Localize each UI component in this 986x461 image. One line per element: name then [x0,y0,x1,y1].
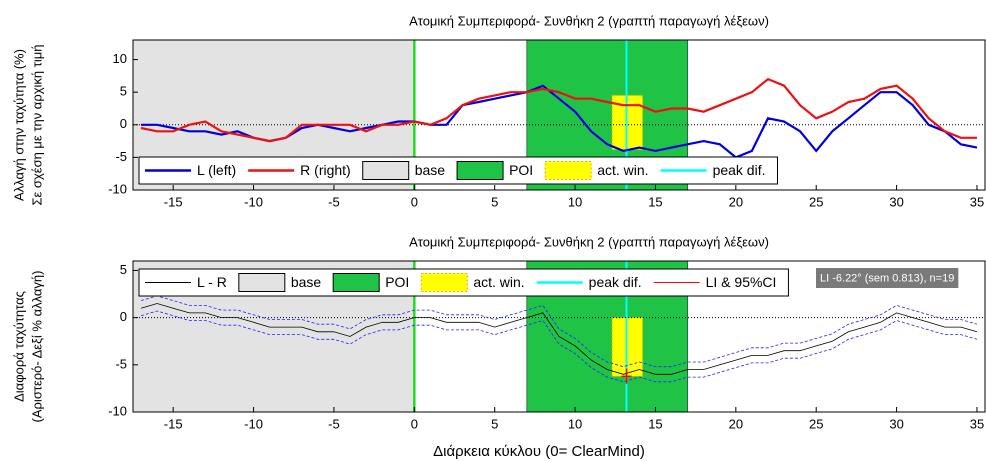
annotation: LI -6.22° (sem 0.813), n=19 [820,272,954,284]
y-tick-label: 10 [113,51,127,66]
x-tick-label: 35 [970,194,984,209]
x-tick-label: 15 [648,194,662,209]
y-tick-label: -10 [108,403,127,418]
x-tick-label: -5 [328,416,340,431]
x-tick-label: 0 [411,416,418,431]
x-tick-label: 0 [411,194,418,209]
legend-swatch [238,273,286,292]
x-tick-label: 35 [970,416,984,431]
legend-label: base [415,162,446,178]
legend-swatch [456,161,504,180]
chart-title: Ατομική Συμπεριφορά- Συνθήκη 2 (γραπτή π… [409,13,769,28]
annotation-box [816,268,959,288]
x-tick-label: 10 [568,194,582,209]
x-tick-label: 20 [729,194,743,209]
axes-frame [132,39,986,191]
y-tick-label: -5 [115,149,127,164]
axes-frame [132,260,986,413]
y-tick-label: 5 [120,84,127,99]
series-line [140,303,978,375]
y-axis-label: Διαφορά ταχύτητας [11,291,26,402]
legend-label: R (right) [300,162,351,178]
legend-swatch [420,273,468,292]
y-axis-label: (Αριστερό- Δεξί % αλλαγή) [29,271,44,423]
chart-title: Ατομική Συμπεριφορά- Συνθήκη 2 (γραπτή π… [409,234,769,249]
series-line [140,77,977,143]
legend-label: act. win. [473,274,524,290]
x-tick-label: -15 [164,194,183,209]
x-tick-label: 30 [889,416,903,431]
legend-label: peak dif. [713,162,766,178]
y-axis-label: Αλλαγή στην ταχύτητα (%) [11,49,26,201]
legend-label: POI [385,274,409,290]
x-tick-label: -10 [244,416,263,431]
legend-label: peak dif. [589,274,642,290]
legend: L (left) R (right) base POI act. win. peak di… [138,156,778,185]
legend: L - R base POI act. win. peak dif. LI & 95%CI [138,268,789,297]
legend-label: base [291,274,322,290]
legend-label: act. win. [597,162,648,178]
legend-label: LI & 95%CI [706,274,777,290]
x-axis-label: Διάρκεια κύκλου (0= ClearMind) [433,443,645,460]
y-tick-label: -10 [108,181,127,196]
y-tick-label: -5 [115,356,127,371]
legend-swatch [544,161,592,180]
x-tick-label: -5 [328,194,340,209]
x-tick-label: 20 [729,416,743,431]
legend-label: POI [509,162,533,178]
y-tick-label: 0 [120,309,127,324]
x-tick-label: 25 [809,194,823,209]
x-tick-label: -15 [164,416,183,431]
x-tick-label: -10 [244,194,263,209]
legend-label: L (left) [197,162,236,178]
x-tick-label: 10 [568,416,582,431]
x-tick-label: 15 [648,416,662,431]
x-tick-label: 5 [491,194,498,209]
y-tick-label: 0 [120,116,127,131]
y-axis-label: Σε σχέση με την αρχική τιμή [29,44,44,205]
x-tick-label: 25 [809,416,823,431]
legend-swatch [332,273,380,292]
x-tick-label: 5 [491,416,498,431]
y-tick-label: 5 [120,262,127,277]
legend-swatch [362,161,410,180]
legend-label: L - R [197,274,227,290]
x-tick-label: 30 [889,194,903,209]
